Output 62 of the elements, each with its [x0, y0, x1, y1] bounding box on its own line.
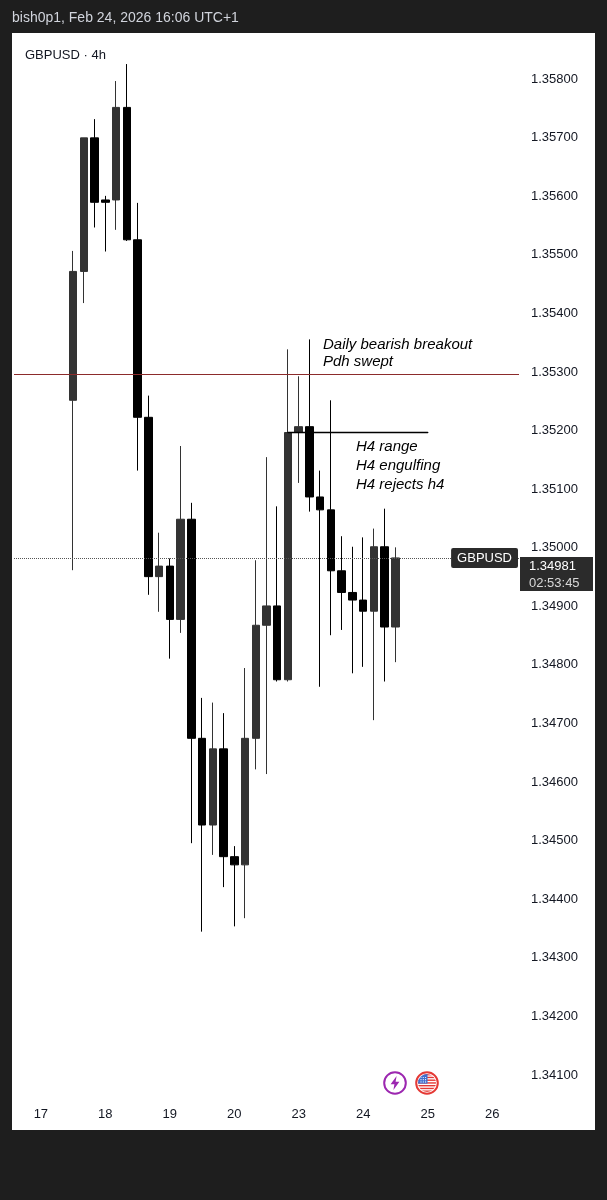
x-tick-label: 24	[355, 1106, 371, 1121]
x-tick-label: 23	[291, 1106, 306, 1121]
x-tick-label: 25	[420, 1106, 435, 1121]
candlestick	[380, 508, 389, 682]
y-tick-label: 1.34300	[531, 949, 578, 965]
y-tick-label: 1.35800	[531, 70, 578, 86]
candlestick	[144, 395, 153, 596]
candlestick	[262, 456, 271, 775]
candlestick	[359, 536, 367, 668]
y-tick-label: 1.35300	[531, 363, 578, 379]
candlestick	[273, 505, 281, 682]
annotation: H4 range H4 engulfing H4 rejects h4	[356, 436, 445, 492]
candlestick	[219, 712, 228, 888]
y-tick-label: 1.35200	[531, 422, 578, 438]
text: GBPUSD · 4h	[25, 47, 106, 62]
text: 1.34981	[529, 557, 576, 573]
x-tick-label: 18	[98, 1106, 113, 1121]
candlestick	[198, 697, 206, 933]
x-tick-label: 20	[227, 1106, 242, 1121]
candlestick	[348, 546, 357, 674]
y-tick-label: 1.34100	[531, 1066, 578, 1082]
text: 02:53:45	[529, 574, 580, 590]
chart-subtitle: bish0p1, Feb 24, 2026 16:06 UTC+1	[12, 8, 239, 26]
candlestick	[337, 535, 346, 631]
y-tick-label: 1.35700	[531, 129, 578, 145]
candlestick	[166, 557, 174, 660]
candlestick	[133, 202, 142, 472]
candlestick	[155, 532, 163, 613]
candlestick	[187, 502, 196, 844]
candlestick	[370, 528, 378, 721]
y-tick-label: 1.34400	[531, 890, 578, 906]
y-tick-label: 1.35000	[531, 539, 578, 555]
y-tick-label: 1.34200	[531, 1007, 578, 1023]
x-tick-label: 19	[162, 1106, 178, 1121]
candlestick	[90, 118, 99, 228]
x-tick-label: 17	[33, 1106, 49, 1121]
y-tick-label: 1.35100	[531, 480, 578, 496]
candlestick	[176, 445, 185, 634]
candlestick	[294, 375, 303, 484]
candlestick	[80, 137, 88, 304]
y-tick-label: 1.35500	[531, 246, 578, 262]
y-tick-label: 1.35600	[531, 187, 578, 203]
candlestick	[112, 80, 120, 231]
candlestick	[123, 63, 131, 242]
candlestick	[391, 546, 400, 663]
candlestick	[209, 702, 217, 856]
candlestick	[101, 195, 110, 253]
candlestick	[284, 348, 292, 682]
y-tick-label: 1.34600	[531, 773, 578, 789]
candlestick	[69, 250, 77, 571]
x-tick-label: 26	[484, 1106, 500, 1121]
annotation: Daily bearish breakout Pdh swept	[323, 334, 474, 369]
candlestick	[230, 845, 239, 927]
y-tick-label: 1.35400	[531, 304, 578, 320]
y-tick-label: 1.34800	[531, 656, 578, 672]
y-tick-label: 1.34500	[531, 832, 578, 848]
candlestick	[316, 470, 324, 688]
ref-line-label: GBPUSD	[457, 550, 512, 566]
y-tick-label: 1.34900	[531, 597, 578, 613]
candlestick	[252, 559, 260, 770]
candlestick	[241, 667, 249, 919]
y-tick-label: 1.34700	[531, 715, 578, 731]
